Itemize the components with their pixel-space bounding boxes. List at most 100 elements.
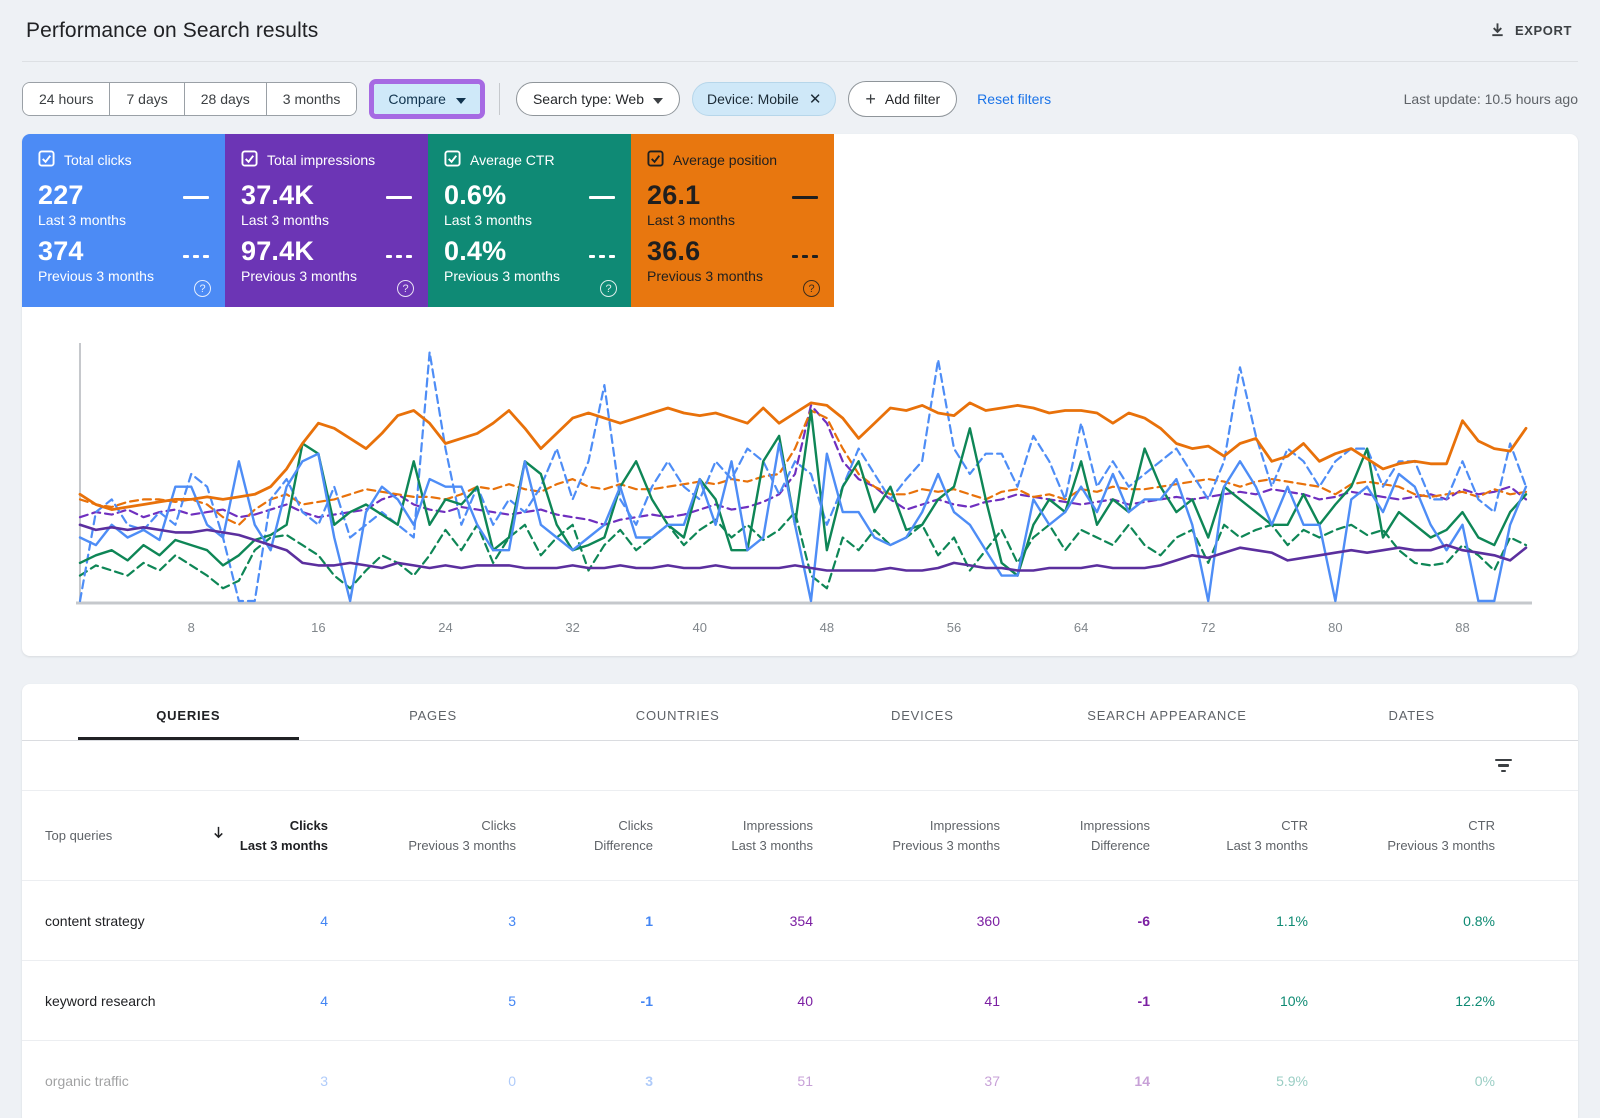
metric-card-total-clicks[interactable]: Total clicks 227 Last 3 months 374 Previous … — [22, 134, 225, 307]
tab-devices[interactable]: DEVICES — [800, 684, 1045, 740]
ctr-previous-3-months-value: 0.8% — [1463, 912, 1495, 929]
table-toolbar — [22, 741, 1578, 791]
date-range-24-hours[interactable]: 24 hours — [23, 83, 111, 115]
query-cell[interactable]: keyword research — [45, 992, 156, 1009]
metric-card-total-impressions[interactable]: Total impressions 37.4K Last 3 months 97.4K… — [225, 134, 428, 307]
metric-card-label: Average CTR — [470, 152, 555, 168]
column-header-ctr-last-3-months[interactable]: CTR Last 3 months — [1226, 817, 1308, 853]
column-header-clicks-last-3-months[interactable]: Clicks Last 3 months — [205, 816, 328, 856]
solid-line-indicator — [183, 196, 209, 199]
table-row-content-strategy[interactable]: content strategy 4 3 1 354 360 -6 1.1% 0.8% — [22, 881, 1578, 961]
solid-line-indicator — [589, 196, 615, 199]
column-header-ctr-previous-3-months[interactable]: CTR Previous 3 months — [1387, 817, 1495, 853]
compare-button[interactable]: Compare — [374, 84, 480, 114]
chart-series-clicks-last — [78, 442, 1528, 603]
impressions-last-3-months-value: 51 — [797, 1072, 813, 1089]
checked-checkbox-icon[interactable] — [647, 150, 664, 170]
metric-previous-value: 0.4% — [444, 236, 507, 266]
dashed-line-indicator — [183, 255, 209, 258]
x-axis-tick-label: 64 — [1074, 620, 1088, 635]
metric-current-value: 37.4K — [241, 180, 315, 210]
metric-card-average-ctr[interactable]: Average CTR 0.6% Last 3 months 0.4% Previous… — [428, 134, 631, 307]
query-cell[interactable]: content strategy — [45, 912, 145, 929]
compare-label: Compare — [388, 91, 446, 107]
metric-previous-period: Previous 3 months — [647, 268, 763, 284]
filter-bar-divider — [498, 83, 500, 115]
impressions-difference-value: -6 — [1137, 912, 1150, 929]
column-header-impressions-previous-3-months[interactable]: Impressions Previous 3 months — [892, 817, 1000, 853]
ctr-last-3-months-value: 1.1% — [1276, 912, 1308, 929]
table-row-organic-traffic[interactable]: organic traffic 3 0 3 51 37 14 5.9% 0% — [22, 1041, 1578, 1118]
search-type-dropdown[interactable]: Search type: Web — [515, 82, 680, 116]
tab-search-appearance[interactable]: SEARCH APPEARANCE — [1045, 684, 1290, 740]
table-header-row: Top queries Clicks Last 3 months Clicks Pre… — [22, 791, 1578, 881]
metric-cards-row: Total clicks 227 Last 3 months 374 Previous … — [22, 134, 1578, 307]
column-header-impressions-last-3-months[interactable]: Impressions Last 3 months — [731, 817, 813, 853]
page-title: Performance on Search results — [26, 18, 319, 42]
solid-line-indicator — [792, 196, 818, 199]
ctr-previous-3-months-value: 12.2% — [1455, 992, 1495, 1009]
add-filter-button[interactable]: + Add filter — [848, 81, 958, 117]
download-icon — [1489, 21, 1506, 41]
x-axis-tick-label: 8 — [188, 620, 195, 635]
metric-card-average-position[interactable]: Average position 26.1 Last 3 months 36.6 Pre… — [631, 134, 834, 307]
metric-previous-period: Previous 3 months — [241, 268, 357, 284]
column-header-clicks-difference[interactable]: Clicks Difference — [593, 817, 653, 853]
metric-current-period: Last 3 months — [38, 212, 126, 228]
impressions-previous-3-months-value: 360 — [976, 912, 1000, 929]
chart-panel: Total clicks 227 Last 3 months 374 Previous … — [22, 134, 1578, 656]
table-panel: QUERIES PAGES COUNTRIES DEVICES SEARCH APPEA… — [22, 684, 1578, 1118]
help-icon[interactable]: ? — [397, 280, 414, 297]
metric-current-value: 26.1 — [647, 180, 701, 210]
help-icon[interactable]: ? — [194, 280, 211, 297]
metric-previous-value: 374 — [38, 236, 84, 266]
metric-previous-value: 36.6 — [647, 236, 701, 266]
metric-card-label: Total impressions — [267, 152, 376, 168]
close-icon[interactable]: ✕ — [808, 90, 822, 108]
solid-line-indicator — [386, 196, 412, 199]
checked-checkbox-icon[interactable] — [444, 150, 461, 170]
metric-current-value: 0.6% — [444, 180, 507, 210]
date-range-3-months[interactable]: 3 months — [266, 83, 357, 115]
table-row-keyword-research[interactable]: keyword research 4 5 -1 40 41 -1 10% 12.2% — [22, 961, 1578, 1041]
x-axis-tick-label: 16 — [311, 620, 325, 635]
tab-queries[interactable]: QUERIES — [66, 684, 311, 740]
chart-series-impressions-last — [78, 523, 1528, 572]
clicks-difference-value: 3 — [645, 1072, 653, 1089]
query-cell[interactable]: organic traffic — [45, 1072, 129, 1089]
clicks-last-3-months-value: 3 — [320, 1072, 328, 1089]
date-range-7-days[interactable]: 7 days — [110, 83, 185, 115]
checked-checkbox-icon[interactable] — [38, 150, 55, 170]
impressions-difference-value: -1 — [1137, 992, 1150, 1009]
column-header-clicks-previous-3-months[interactable]: Clicks Previous 3 months — [408, 817, 516, 853]
ctr-last-3-months-value: 5.9% — [1276, 1072, 1308, 1089]
help-icon[interactable]: ? — [803, 280, 820, 297]
dashed-line-indicator — [589, 255, 615, 258]
metric-current-value: 227 — [38, 180, 84, 210]
device-filter-chip[interactable]: Device: Mobile ✕ — [692, 82, 837, 116]
checked-checkbox-icon[interactable] — [241, 150, 258, 170]
performance-chart-container[interactable]: 8 16 24 32 40 48 56 64 72 80 88 — [22, 307, 1578, 656]
page-header: Performance on Search results EXPORT — [22, 0, 1578, 62]
tab-countries[interactable]: COUNTRIES — [555, 684, 800, 740]
ctr-last-3-months-value: 10% — [1279, 992, 1308, 1009]
tab-dates[interactable]: DATES — [1289, 684, 1534, 740]
add-filter-label: Add filter — [884, 91, 941, 107]
export-button[interactable]: EXPORT — [1489, 21, 1572, 41]
date-range-28-days[interactable]: 28 days — [184, 83, 267, 115]
last-update-text: Last update: 10.5 hours ago — [1403, 91, 1578, 107]
reset-filters-link[interactable]: Reset filters — [977, 91, 1052, 107]
column-header-impressions-difference[interactable]: Impressions Difference — [1079, 817, 1150, 853]
dimension-tabs: QUERIES PAGES COUNTRIES DEVICES SEARCH APPEA… — [22, 684, 1578, 741]
top-queries-header[interactable]: Top queries — [45, 828, 113, 843]
impressions-previous-3-months-value: 41 — [984, 992, 1000, 1009]
chart-series-position-previous — [78, 409, 1528, 526]
plus-icon: + — [865, 89, 876, 109]
help-icon[interactable]: ? — [600, 280, 617, 297]
chart-series-position-last — [78, 401, 1528, 512]
x-axis-tick-label: 72 — [1201, 620, 1215, 635]
table-body: content strategy 4 3 1 354 360 -6 1.1% 0.8% keywo… — [22, 881, 1578, 1118]
tab-pages[interactable]: PAGES — [311, 684, 556, 740]
filter-list-icon[interactable] — [1495, 758, 1512, 773]
x-axis-tick-label: 40 — [693, 620, 707, 635]
